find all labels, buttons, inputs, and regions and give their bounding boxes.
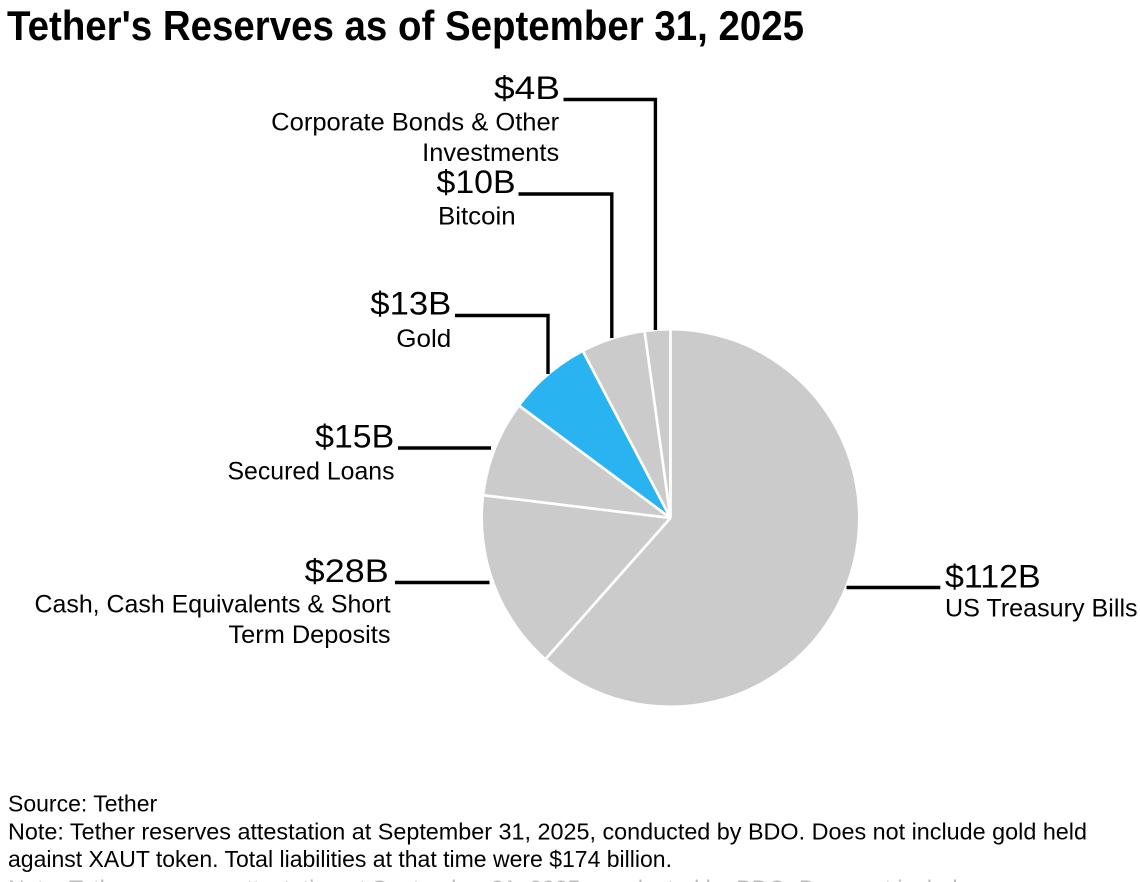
svg-text:US Treasury Bills: US Treasury Bills: [945, 595, 1138, 623]
svg-text:$13B: $13B: [370, 286, 451, 322]
svg-text:Investments: Investments: [422, 139, 559, 167]
svg-text:Note: Tether reserves attestat: Note: Tether reserves attestation at Sep…: [8, 876, 970, 882]
svg-text:Tether's Reserves as of Septem: Tether's Reserves as of September 31, 20…: [7, 2, 804, 49]
svg-text:$28B: $28B: [305, 553, 389, 589]
svg-text:$112B: $112B: [945, 559, 1041, 595]
svg-text:Corporate Bonds & Other: Corporate Bonds & Other: [271, 109, 559, 137]
svg-text:Secured Loans: Secured Loans: [228, 458, 395, 486]
svg-text:Note: Tether reserves attestat: Note: Tether reserves attestation at Sep…: [8, 819, 1087, 845]
svg-text:Source: Tether: Source: Tether: [8, 791, 158, 817]
svg-text:$10B: $10B: [437, 164, 516, 200]
svg-text:Gold: Gold: [396, 325, 451, 353]
svg-text:against XAUT token. Total liab: against XAUT token. Total liabilities at…: [8, 846, 672, 872]
svg-text:Bitcoin: Bitcoin: [438, 203, 516, 231]
svg-text:$15B: $15B: [315, 419, 394, 455]
svg-text:Cash, Cash Equivalents & Short: Cash, Cash Equivalents & Short: [35, 591, 391, 619]
svg-text:Term Deposits: Term Deposits: [229, 621, 391, 649]
svg-text:$4B: $4B: [494, 70, 560, 106]
